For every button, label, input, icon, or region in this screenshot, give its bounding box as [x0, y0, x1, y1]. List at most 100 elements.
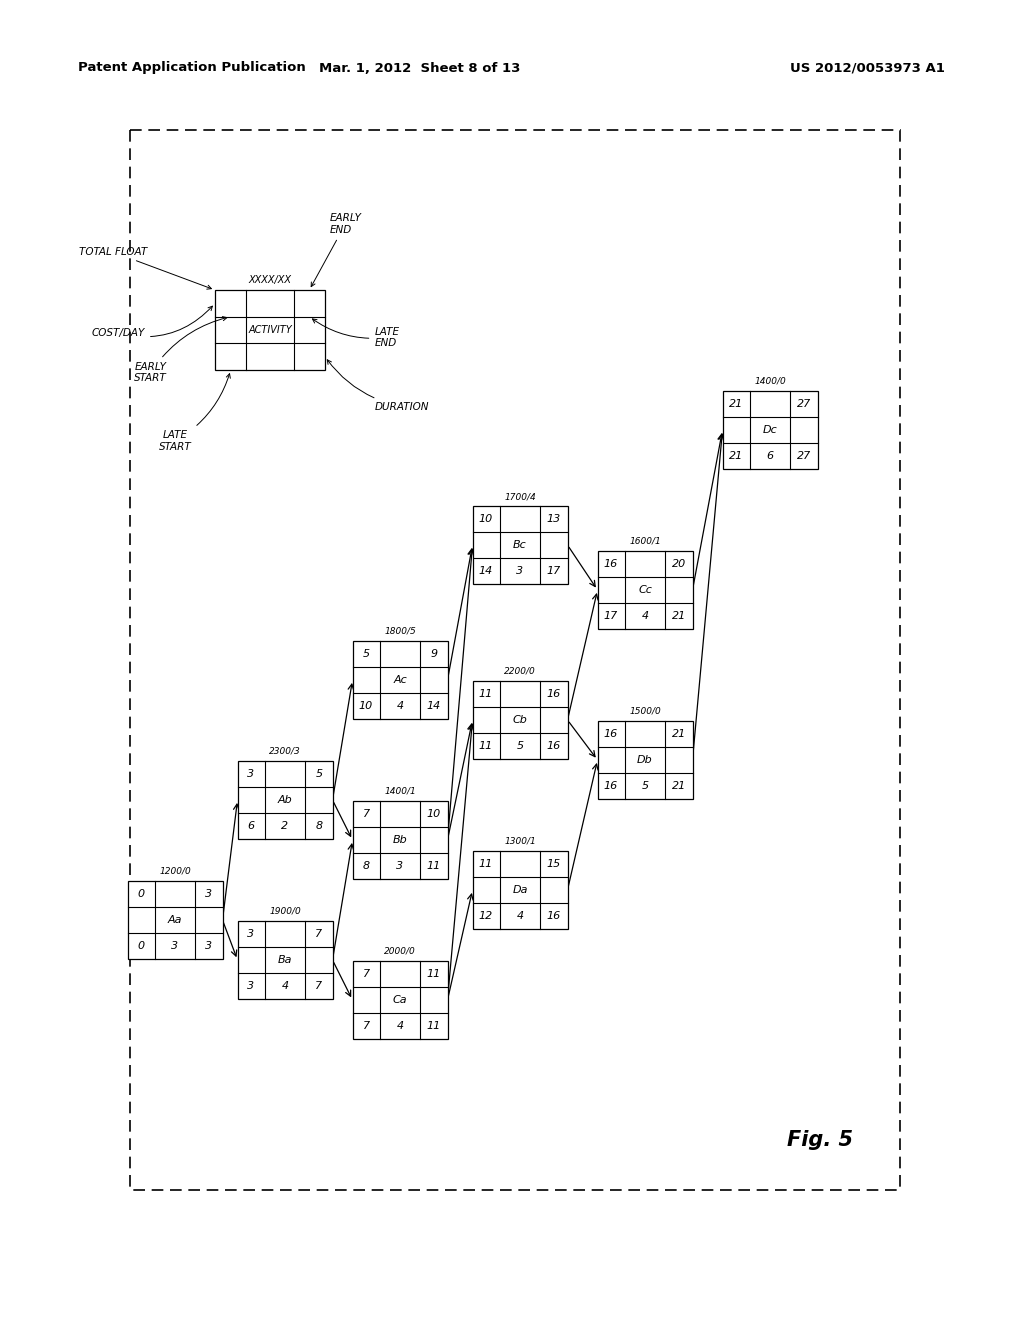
Text: 5: 5: [362, 649, 370, 659]
Text: 27: 27: [797, 399, 811, 409]
Text: 7: 7: [315, 929, 323, 939]
Bar: [128, 880, 222, 960]
Text: 9: 9: [430, 649, 437, 659]
Text: 11: 11: [427, 1020, 441, 1031]
Text: 3: 3: [396, 861, 403, 871]
Text: Ac: Ac: [393, 675, 407, 685]
Text: Dc: Dc: [763, 425, 777, 436]
Bar: [352, 642, 447, 719]
Text: 16: 16: [604, 558, 618, 569]
Text: EARLY
START: EARLY START: [134, 317, 227, 383]
Text: 3: 3: [248, 929, 255, 939]
Text: 21: 21: [729, 399, 743, 409]
Text: 11: 11: [479, 689, 494, 700]
Text: LATE
END: LATE END: [312, 319, 399, 348]
Text: XXXX/XX: XXXX/XX: [249, 275, 292, 285]
Bar: [215, 290, 325, 370]
Text: 1200/0: 1200/0: [159, 867, 190, 876]
Bar: [472, 506, 567, 583]
Text: LATE
START: LATE START: [160, 374, 230, 451]
Text: 7: 7: [362, 969, 370, 979]
Text: 1900/0: 1900/0: [269, 907, 301, 916]
Text: 10: 10: [359, 701, 373, 711]
Text: 8: 8: [362, 861, 370, 871]
Text: 6: 6: [248, 821, 255, 832]
Text: Db: Db: [637, 755, 653, 766]
Text: 14: 14: [427, 701, 441, 711]
Text: 5: 5: [641, 781, 648, 791]
Text: Ba: Ba: [278, 954, 292, 965]
Text: Bb: Bb: [392, 836, 408, 845]
Text: Bc: Bc: [513, 540, 527, 550]
Text: 1500/0: 1500/0: [629, 708, 660, 715]
Text: 4: 4: [516, 911, 523, 921]
Text: COST/DAY: COST/DAY: [91, 306, 212, 338]
Text: 11: 11: [479, 859, 494, 869]
Text: 16: 16: [604, 781, 618, 791]
Text: 2200/0: 2200/0: [504, 667, 536, 676]
Text: 20: 20: [672, 558, 686, 569]
Text: 21: 21: [672, 729, 686, 739]
Text: Mar. 1, 2012  Sheet 8 of 13: Mar. 1, 2012 Sheet 8 of 13: [319, 62, 520, 74]
Text: 11: 11: [427, 969, 441, 979]
Text: 17: 17: [604, 611, 618, 620]
Bar: [352, 801, 447, 879]
Text: 5: 5: [516, 741, 523, 751]
Text: 17: 17: [547, 566, 561, 576]
Text: 16: 16: [547, 689, 561, 700]
Text: 3: 3: [248, 770, 255, 779]
Text: 6: 6: [766, 451, 773, 461]
Text: 11: 11: [427, 861, 441, 871]
Text: 16: 16: [547, 741, 561, 751]
Text: 4: 4: [282, 981, 289, 991]
Bar: [472, 851, 567, 929]
Text: 3: 3: [206, 941, 213, 950]
Text: 10: 10: [479, 513, 494, 524]
Bar: [597, 550, 692, 630]
Text: 21: 21: [729, 451, 743, 461]
Bar: [472, 681, 567, 759]
Text: 13: 13: [547, 513, 561, 524]
Text: 0: 0: [137, 888, 144, 899]
Text: 5: 5: [315, 770, 323, 779]
Text: 16: 16: [547, 911, 561, 921]
Text: US 2012/0053973 A1: US 2012/0053973 A1: [790, 62, 945, 74]
Text: 15: 15: [547, 859, 561, 869]
Text: 1600/1: 1600/1: [629, 537, 660, 546]
Text: Ca: Ca: [392, 995, 408, 1005]
Text: 12: 12: [479, 911, 494, 921]
Text: DURATION: DURATION: [328, 360, 429, 412]
Text: 1700/4: 1700/4: [504, 492, 536, 502]
Text: Patent Application Publication: Patent Application Publication: [78, 62, 306, 74]
Text: 21: 21: [672, 781, 686, 791]
Text: 10: 10: [427, 809, 441, 818]
Text: 2: 2: [282, 821, 289, 832]
Bar: [597, 721, 692, 799]
Text: Ab: Ab: [278, 795, 293, 805]
Text: 16: 16: [604, 729, 618, 739]
Text: 2000/0: 2000/0: [384, 946, 416, 956]
Text: Fig. 5: Fig. 5: [787, 1130, 853, 1150]
Text: 4: 4: [641, 611, 648, 620]
Text: Aa: Aa: [168, 915, 182, 925]
Text: 1400/1: 1400/1: [384, 787, 416, 796]
Text: Cc: Cc: [638, 585, 652, 595]
Text: 7: 7: [362, 1020, 370, 1031]
Text: ACTIVITY: ACTIVITY: [248, 325, 292, 335]
Text: 21: 21: [672, 611, 686, 620]
Bar: [238, 921, 333, 999]
Text: 14: 14: [479, 566, 494, 576]
Text: 0: 0: [137, 941, 144, 950]
Text: 7: 7: [362, 809, 370, 818]
Text: 1400/0: 1400/0: [754, 378, 785, 385]
Text: 3: 3: [516, 566, 523, 576]
Text: 2300/3: 2300/3: [269, 747, 301, 756]
Text: 1300/1: 1300/1: [504, 837, 536, 846]
Bar: [352, 961, 447, 1039]
Text: TOTAL FLOAT: TOTAL FLOAT: [79, 247, 211, 289]
Text: 27: 27: [797, 451, 811, 461]
Text: 4: 4: [396, 1020, 403, 1031]
Text: 3: 3: [248, 981, 255, 991]
Text: 3: 3: [171, 941, 178, 950]
Bar: [238, 762, 333, 840]
